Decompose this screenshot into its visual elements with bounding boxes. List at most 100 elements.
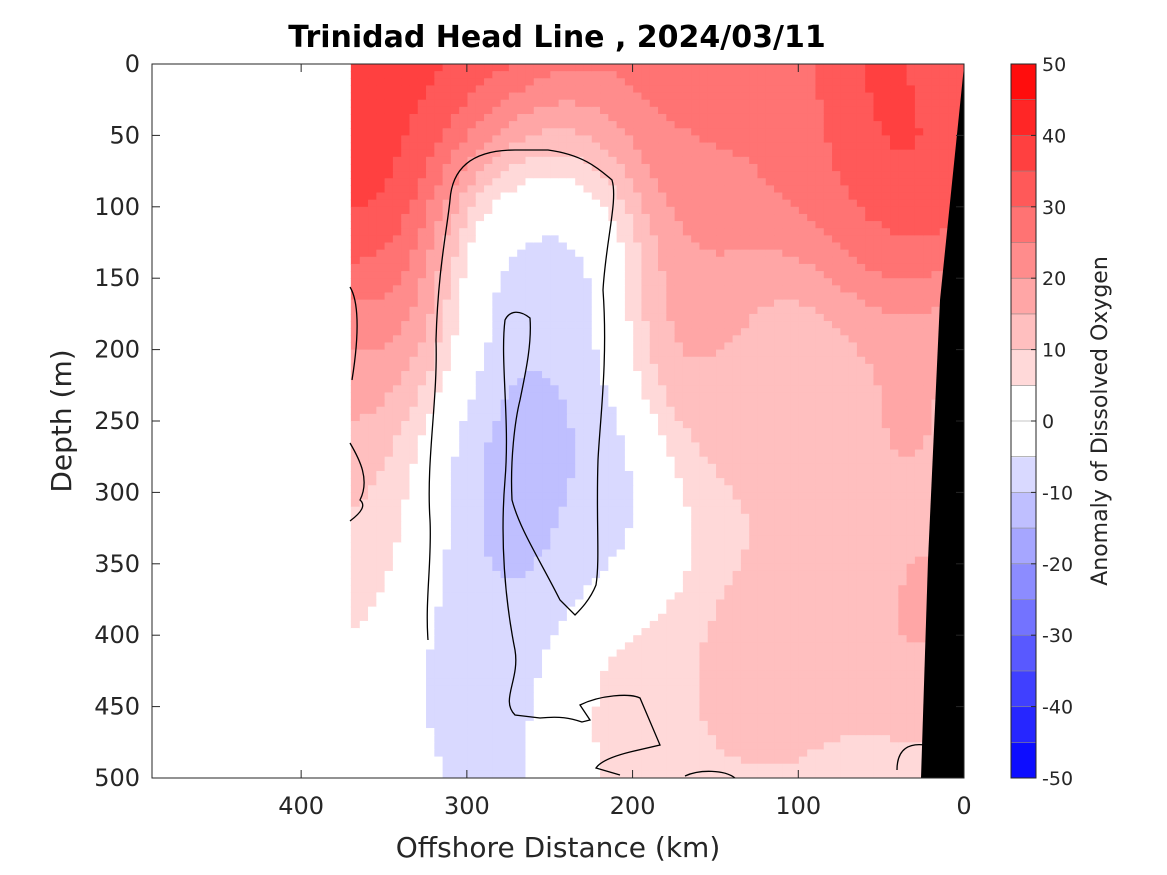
field-cell xyxy=(632,171,642,179)
field-cell xyxy=(574,192,584,201)
field-cell xyxy=(814,235,824,244)
field-cell xyxy=(848,613,857,622)
field-cell xyxy=(881,549,891,558)
field-cell xyxy=(773,456,783,465)
field-cell xyxy=(674,256,683,265)
field-cell xyxy=(765,670,775,679)
field-cell xyxy=(723,485,733,493)
field-cell xyxy=(582,542,592,551)
field-cell xyxy=(922,570,932,579)
field-cell xyxy=(649,656,659,665)
field-cell xyxy=(806,635,816,643)
field-cell xyxy=(781,578,791,586)
field-cell xyxy=(624,242,634,251)
field-cell xyxy=(839,292,849,301)
field-cell xyxy=(574,121,584,129)
field-cell xyxy=(765,435,775,444)
field-cell xyxy=(806,78,816,87)
field-cell xyxy=(549,656,559,665)
field-cell xyxy=(574,163,584,172)
field-cell xyxy=(715,570,725,579)
field-cell xyxy=(872,378,882,386)
field-cell xyxy=(864,313,874,322)
field-cell xyxy=(740,299,750,308)
field-cell xyxy=(616,206,625,215)
field-cell xyxy=(616,142,625,151)
field-cell xyxy=(707,570,717,579)
field-cell xyxy=(889,535,899,543)
field-cell xyxy=(665,413,675,422)
field-cell xyxy=(823,713,833,722)
field-cell xyxy=(798,678,808,686)
field-cell xyxy=(574,106,584,115)
field-cell xyxy=(872,363,882,372)
field-cell xyxy=(740,749,750,758)
field-cell xyxy=(682,620,692,629)
field-cell xyxy=(864,506,874,515)
field-cell xyxy=(574,578,584,586)
field-cell xyxy=(781,213,791,222)
field-cell xyxy=(823,249,833,258)
field-cell xyxy=(756,64,766,72)
field-cell xyxy=(914,213,924,222)
field-cell xyxy=(756,142,766,151)
field-cell xyxy=(640,213,650,222)
field-cell xyxy=(922,563,932,572)
field-cell xyxy=(624,449,634,458)
field-cell xyxy=(806,99,816,108)
field-cell xyxy=(740,178,750,186)
field-cell xyxy=(823,435,833,444)
field-cell xyxy=(740,221,750,229)
field-cell xyxy=(864,613,874,622)
field-cell xyxy=(574,221,584,229)
field-cell xyxy=(756,728,766,736)
field-cell xyxy=(591,685,601,693)
field-cell xyxy=(690,249,700,258)
field-cell xyxy=(640,563,650,572)
field-cell xyxy=(856,635,866,643)
field-cell xyxy=(690,592,700,601)
field-cell xyxy=(690,435,700,444)
field-cell xyxy=(682,413,692,422)
field-cell xyxy=(640,285,650,294)
field-cell xyxy=(906,356,915,365)
field-cell xyxy=(582,292,592,301)
field-cell xyxy=(748,328,758,336)
field-cell xyxy=(756,499,766,508)
field-cell xyxy=(889,528,899,536)
field-cell xyxy=(831,699,841,708)
field-cell xyxy=(599,692,609,701)
field-cell xyxy=(831,221,841,229)
field-cell xyxy=(616,371,625,379)
field-cell xyxy=(707,406,717,415)
field-cell xyxy=(740,685,750,693)
field-cell xyxy=(881,606,891,615)
field-cell xyxy=(781,592,791,601)
field-cell xyxy=(798,99,808,108)
field-cell xyxy=(566,556,576,565)
field-cell xyxy=(682,692,692,701)
field-cell xyxy=(607,756,617,765)
field-cell xyxy=(889,470,899,479)
field-cell xyxy=(558,371,567,379)
field-cell xyxy=(616,435,625,444)
field-cell xyxy=(914,163,924,172)
field-cell xyxy=(690,242,700,251)
field-cell xyxy=(649,592,659,601)
field-cell xyxy=(872,213,882,222)
field-cell xyxy=(649,670,659,679)
field-cell xyxy=(781,328,791,336)
field-cell xyxy=(599,385,609,394)
field-cell xyxy=(839,349,849,358)
field-cell xyxy=(748,235,758,244)
field-cell xyxy=(690,428,700,436)
field-cell xyxy=(790,770,799,778)
field-cell xyxy=(607,249,617,258)
field-cell xyxy=(591,392,601,401)
field-cell xyxy=(889,699,899,708)
field-cell xyxy=(674,292,683,301)
field-cell xyxy=(707,770,717,778)
field-cell xyxy=(765,192,775,201)
field-cell xyxy=(856,478,866,486)
field-cell xyxy=(765,556,775,565)
